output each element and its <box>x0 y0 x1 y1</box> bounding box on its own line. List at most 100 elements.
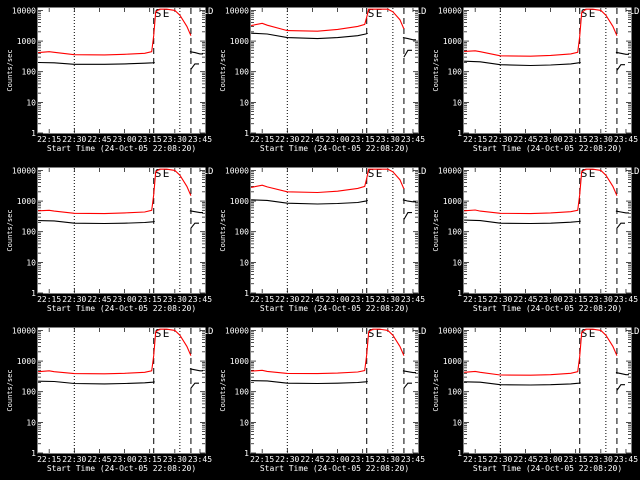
x-tick-label: 23:00 <box>539 455 563 464</box>
series-line-2 <box>189 51 203 55</box>
x-tick-label: 23:45 <box>401 455 425 464</box>
series-line-3 <box>403 382 412 389</box>
y-tick-label: 1 <box>244 449 249 458</box>
panel-title: Det 3r BLACK = Events, RED = LLD <box>466 7 639 17</box>
series-line-3 <box>190 63 199 70</box>
series-line-2 <box>402 199 416 203</box>
x-tick-label: 22:15 <box>463 135 487 144</box>
x-tick-label: 23:15 <box>564 295 588 304</box>
lld-series-line <box>464 328 618 376</box>
series-line-3 <box>616 64 625 71</box>
x-tick-label: 22:45 <box>513 135 537 144</box>
x-tick-label: 22:30 <box>275 135 299 144</box>
x-tick-label: 23:30 <box>376 455 400 464</box>
x-axis-label: Start Time (24-Oct-05 22:08:20) <box>260 464 409 473</box>
lld-series-line <box>464 168 618 215</box>
y-tick-label: 1000 <box>230 197 249 206</box>
x-tick-label: 23:45 <box>188 295 212 304</box>
end-marker-label: E <box>163 7 170 20</box>
x-tick-label: 23:45 <box>401 135 425 144</box>
plot-area <box>37 327 206 454</box>
x-tick-label: 23:00 <box>326 455 350 464</box>
x-axis-label: Start Time (24-Oct-05 22:08:20) <box>473 464 622 473</box>
start-marker-label: S <box>155 167 162 180</box>
x-tick-label: 23:00 <box>326 135 350 144</box>
x-tick-label: 23:45 <box>188 455 212 464</box>
x-tick-label: 23:30 <box>163 455 187 464</box>
series-line-2 <box>615 210 629 214</box>
x-tick-label: 22:15 <box>37 295 61 304</box>
series-line-3 <box>190 222 199 229</box>
y-tick-label: 10000 <box>225 326 249 335</box>
y-axis-label: Counts/sec <box>432 209 440 251</box>
x-tick-label: 22:30 <box>488 295 512 304</box>
panel-title: Det 4r BLACK = Events, RED = LLD <box>40 167 213 177</box>
end-marker-label: E <box>589 7 596 20</box>
end-marker-label: E <box>163 327 170 340</box>
y-tick-label: 10000 <box>225 166 249 175</box>
events-series-line <box>251 380 368 385</box>
x-tick-label: 23:30 <box>589 295 613 304</box>
x-tick-label: 23:30 <box>163 135 187 144</box>
y-tick-label: 100 <box>235 228 250 237</box>
x-tick-label: 22:45 <box>87 135 111 144</box>
series-line-2 <box>189 368 203 372</box>
x-tick-label: 22:45 <box>300 295 324 304</box>
end-marker-label: E <box>589 167 596 180</box>
events-series-line <box>38 61 155 65</box>
y-tick-label: 1000 <box>230 357 249 366</box>
x-tick-label: 23:30 <box>589 455 613 464</box>
y-tick-label: 10000 <box>438 6 462 15</box>
events-series-line <box>464 381 581 386</box>
y-tick-label: 1 <box>457 449 462 458</box>
events-series-line <box>464 60 581 67</box>
x-tick-label: 22:30 <box>62 455 86 464</box>
lld-series-line <box>38 8 192 56</box>
x-tick-label: 22:45 <box>513 455 537 464</box>
detector-panel-7: Det 7r BLACK = Events, RED = LLD 1 10 100 10… <box>6 326 213 473</box>
x-tick-label: 23:45 <box>188 135 212 144</box>
panel-title: Det 2r BLACK = Events, RED = LLD <box>253 7 426 17</box>
detector-panel-8: Det 8r BLACK = Events, RED = LLD 1 10 100 10… <box>219 326 426 473</box>
detector-panel-5: Det 5r BLACK = Events, RED = LLD 1 10 100 10… <box>219 166 426 313</box>
end-marker-label: E <box>376 167 383 180</box>
y-tick-label: 1 <box>31 449 36 458</box>
x-tick-label: 23:45 <box>614 295 638 304</box>
panel-title: Det 7r BLACK = Events, RED = LLD <box>40 327 213 337</box>
start-marker-label: S <box>368 167 375 180</box>
y-tick-label: 100 <box>22 388 37 397</box>
x-tick-label: 23:00 <box>326 295 350 304</box>
y-axis-label: Counts/sec <box>6 49 14 91</box>
y-tick-label: 1000 <box>443 37 462 46</box>
series-line-3 <box>616 222 625 229</box>
x-tick-label: 23:30 <box>589 135 613 144</box>
x-axis-label: Start Time (24-Oct-05 22:08:20) <box>260 144 409 153</box>
panel-title: Det 6r BLACK = Events, RED = LLD <box>466 167 639 177</box>
x-tick-label: 23:15 <box>564 455 588 464</box>
lld-series-line <box>38 168 192 215</box>
events-series-line <box>251 32 368 40</box>
y-tick-label: 10000 <box>12 166 36 175</box>
panel-title: Det 5r BLACK = Events, RED = LLD <box>253 167 426 177</box>
start-marker-label: S <box>368 327 375 340</box>
x-tick-label: 22:15 <box>250 135 274 144</box>
lld-series-line <box>250 8 405 32</box>
y-axis-label: Counts/sec <box>219 369 227 411</box>
x-axis-label: Start Time (24-Oct-05 22:08:20) <box>473 144 622 153</box>
x-tick-label: 23:15 <box>138 295 162 304</box>
y-tick-label: 1 <box>457 289 462 298</box>
y-tick-label: 10 <box>452 418 462 427</box>
plot-area <box>463 167 632 294</box>
x-axis-label: Start Time (24-Oct-05 22:08:20) <box>47 304 196 313</box>
x-tick-label: 23:15 <box>138 455 162 464</box>
x-axis-label: Start Time (24-Oct-05 22:08:20) <box>47 144 196 153</box>
x-tick-label: 22:45 <box>300 135 324 144</box>
x-tick-label: 22:30 <box>488 455 512 464</box>
events-series-line <box>38 380 155 385</box>
series-line-2 <box>615 51 629 55</box>
panel-title: Det 1r BLACK = Events, RED = LLD <box>40 7 213 17</box>
y-tick-label: 10000 <box>12 326 36 335</box>
x-tick-label: 23:00 <box>113 455 137 464</box>
series-line-3 <box>403 49 412 58</box>
